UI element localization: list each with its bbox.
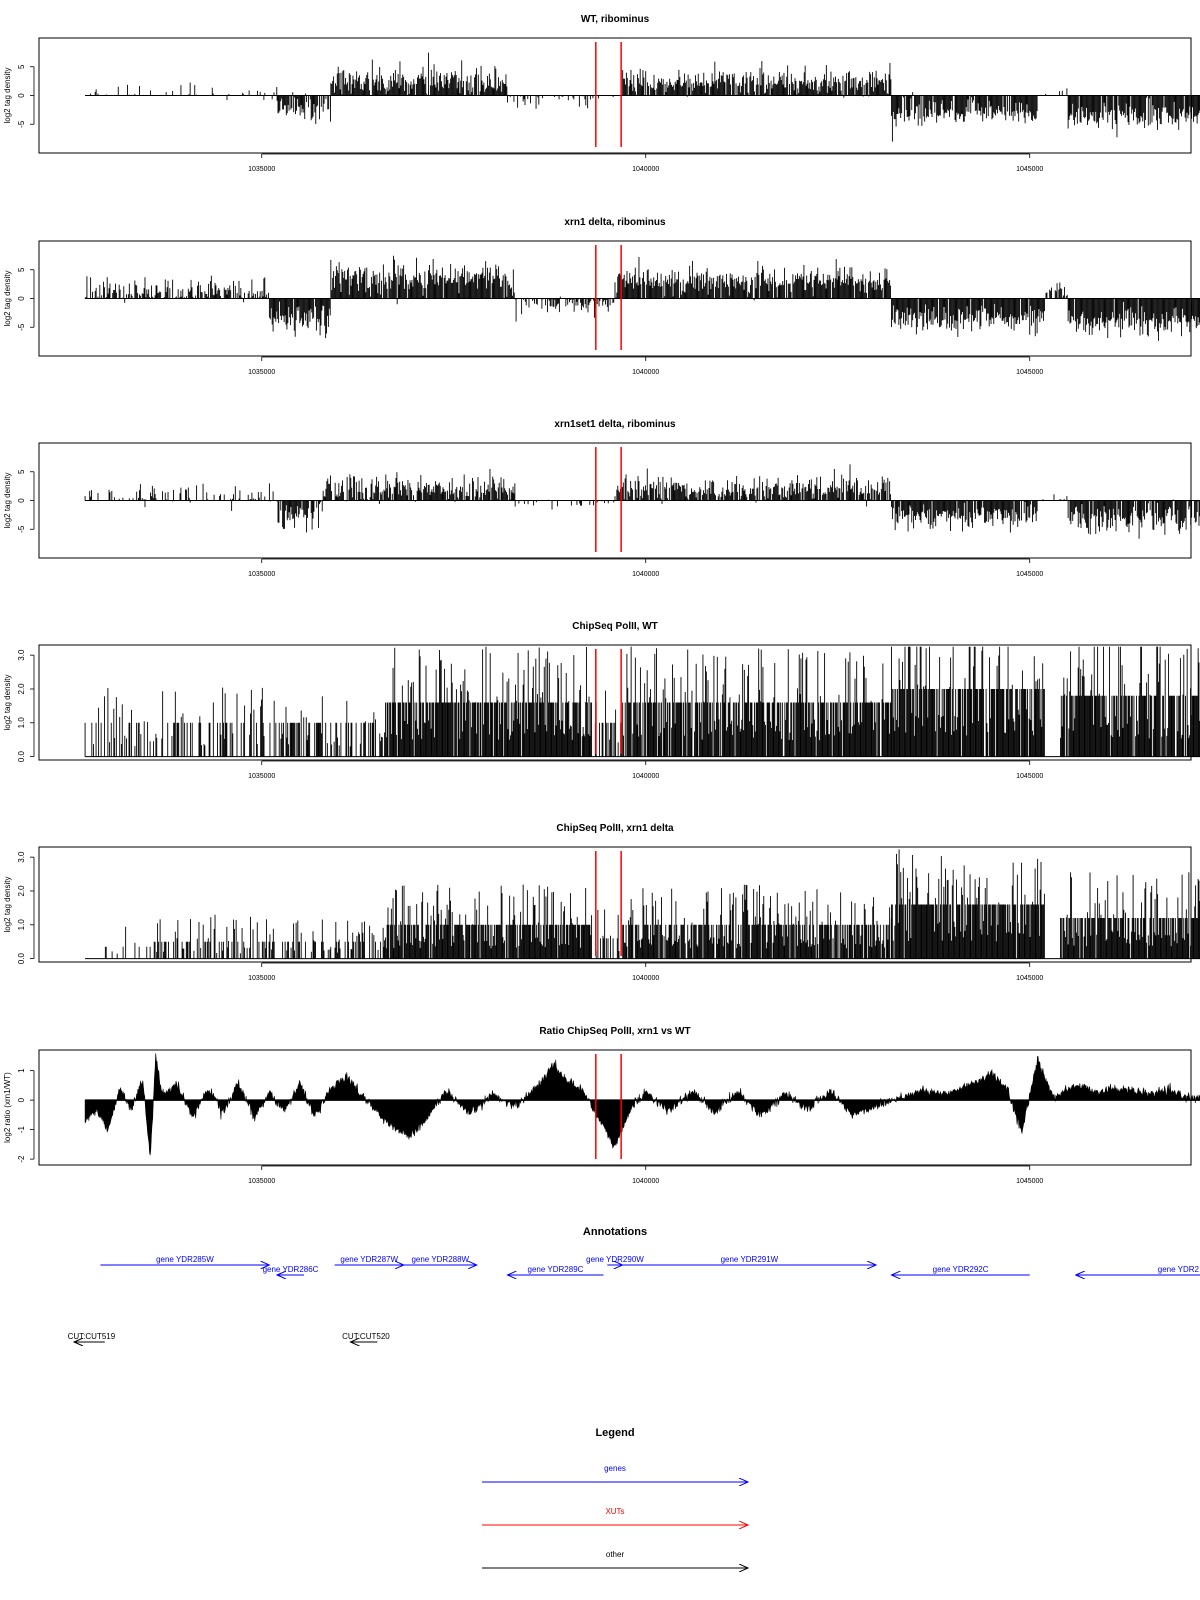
x-tick-label: 1045000 <box>1016 773 1043 780</box>
x-tick-label: 1045000 <box>1016 166 1043 173</box>
x-axis: 1035000 1040000 1045000 <box>248 153 1043 173</box>
panel-title: ChipSeq PolII, WT <box>572 621 658 632</box>
y-tick-label: 0 <box>17 296 26 301</box>
data-marks <box>85 849 1200 960</box>
y-tick-label: 5 <box>17 64 26 69</box>
y-tick-label: 0 <box>17 93 26 98</box>
y-tick-label: 5 <box>17 469 26 474</box>
x-tick-label: 1040000 <box>632 773 659 780</box>
y-tick-label: -5 <box>17 120 26 128</box>
panel-title: xrn1 delta, ribominus <box>564 217 666 228</box>
x-tick-label: 1040000 <box>632 166 659 173</box>
y-axis-label: log2 tag density <box>3 472 12 528</box>
x-tick-label: 1035000 <box>248 773 275 780</box>
panel-title: xrn1set1 delta, ribominus <box>554 419 676 430</box>
x-tick-label: 1035000 <box>248 571 275 578</box>
chart-panel-3: xrn1set1 delta, ribominus -5 0 5 log2 tag de… <box>3 419 1200 578</box>
y-axis-label: log2 tag density <box>3 270 12 326</box>
chart-panel-5: ChipSeq PolII, xrn1 delta0.01.02.03.0log… <box>3 823 1200 982</box>
x-axis: 1035000 1040000 1045000 <box>248 558 1043 578</box>
data-marks <box>84 646 1200 758</box>
y-axis-label: log2 tag density <box>3 67 12 123</box>
x-tick-label: 1040000 <box>632 571 659 578</box>
x-tick-label: 1035000 <box>248 369 275 376</box>
x-tick-label: 1035000 <box>248 166 275 173</box>
data-marks <box>84 464 1200 539</box>
y-tick-label: 0 <box>17 498 26 503</box>
data-marks <box>84 255 1200 341</box>
x-tick-label: 1045000 <box>1016 369 1043 376</box>
y-tick-label: 0.0 <box>17 751 26 763</box>
x-tick-label: 1045000 <box>1016 571 1043 578</box>
panels: WT, ribominus -5 0 5 log2 tag density 1035000… <box>3 14 1200 1185</box>
x-tick-label: 1040000 <box>632 369 659 376</box>
chart-panel-4: ChipSeq PolII, WT 0.0 1.0 2.0 3.0 log2 tag de… <box>3 621 1200 780</box>
panel-title: WT, ribominus <box>581 14 650 25</box>
y-tick-label: -5 <box>17 525 26 533</box>
chart-panel-2: xrn1 delta, ribominus -5 0 5 log2 tag densit… <box>3 217 1200 376</box>
y-axis: -5 0 5 log2 tag density <box>3 267 35 331</box>
y-tick-label: 1.0 <box>17 717 26 729</box>
y-axis-label: log2 tag density <box>3 674 12 730</box>
x-axis: 1035000 1040000 1045000 <box>248 760 1043 780</box>
y-axis: -5 0 5 log2 tag density <box>3 469 35 533</box>
plot-frame <box>38 644 1192 761</box>
y-tick-label: 5 <box>17 267 26 272</box>
y-axis: 0.0 1.0 2.0 3.0 log2 tag density <box>3 649 35 763</box>
y-tick-label: 2.0 <box>17 683 26 695</box>
data-marks <box>85 52 1200 142</box>
y-tick-label: -5 <box>17 323 26 331</box>
plot-frame <box>38 846 1192 963</box>
chart-panel-1: WT, ribominus -5 0 5 log2 tag density 1035000… <box>3 14 1200 173</box>
panel-title: ChipSeq PolII, xrn1 delta <box>556 823 674 834</box>
x-axis: 1035000 1040000 1045000 <box>248 356 1043 376</box>
y-tick-label: 3.0 <box>17 649 26 661</box>
y-axis: -5 0 5 log2 tag density <box>3 64 35 128</box>
